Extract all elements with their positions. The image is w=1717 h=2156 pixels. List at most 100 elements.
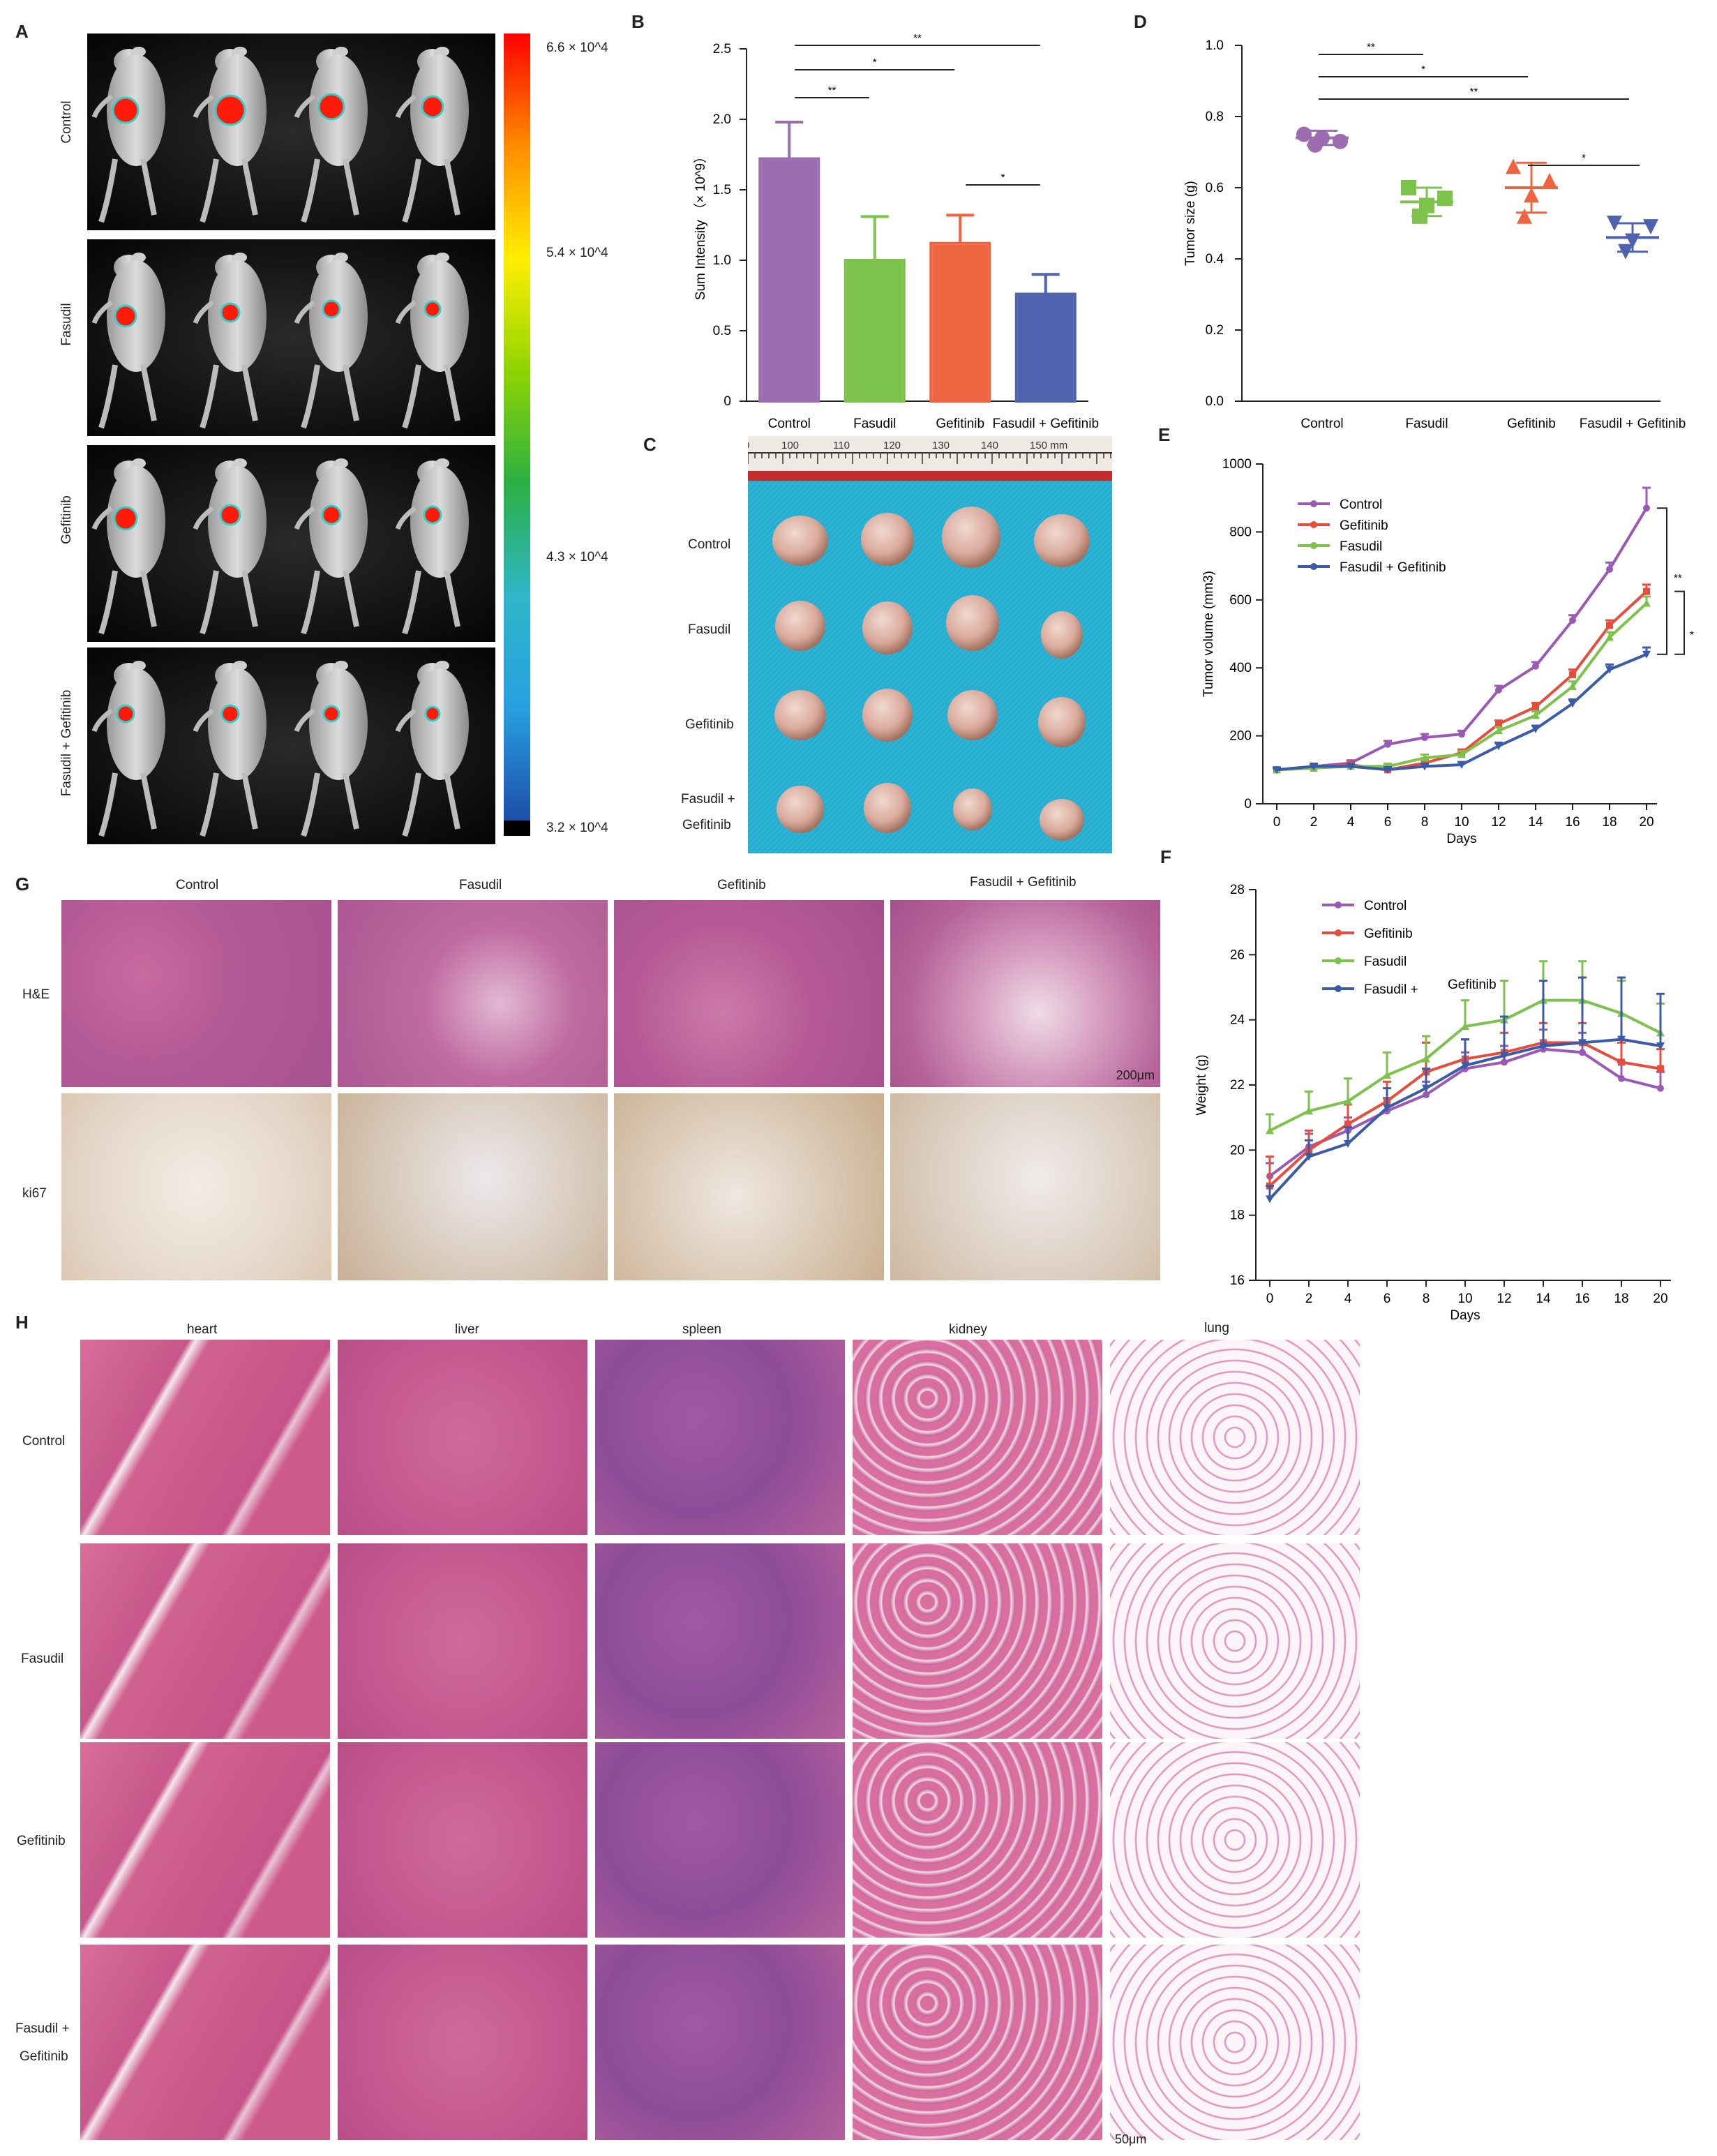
x-tick-label: 8 xyxy=(1421,815,1429,830)
data-point xyxy=(1643,219,1658,235)
data-point xyxy=(1420,763,1429,771)
y-tick-label: 0 xyxy=(1244,797,1252,811)
y-axis-label: Sum Intensity （× 10^9） xyxy=(693,150,708,300)
significance-marker: * xyxy=(873,57,877,68)
y-tick-label: 20 xyxy=(1230,1143,1245,1158)
x-tick-label: 8 xyxy=(1423,1292,1430,1306)
scale-bar-label: 200μm xyxy=(1116,1068,1155,1082)
panel-g-row-label: H&E xyxy=(22,987,50,1002)
chart-b-sum-intensity: 0 0.5 1.0 1.5 2.0 2.5 Sum Intensity （× 10^9） Co… xyxy=(693,32,1099,431)
y-tick-label: 0.8 xyxy=(1206,110,1224,124)
x-tick-label: 16 xyxy=(1575,1292,1589,1306)
legend-label: Fasudil xyxy=(1364,955,1407,969)
panel-h-row-label: Fasudil xyxy=(21,1652,64,1666)
data-point xyxy=(1344,1097,1352,1105)
legend-label: Fasudil + xyxy=(1364,982,1418,997)
he-spleen-row-2 xyxy=(595,1543,845,1739)
significance-marker: ** xyxy=(1470,86,1478,98)
data-point xyxy=(1307,137,1323,153)
data-point xyxy=(1500,1052,1508,1060)
panel-h-col-label: kidney xyxy=(949,1322,987,1337)
panel-label-a: A xyxy=(15,21,29,42)
data-point xyxy=(1606,622,1613,629)
x-tick-label: 0 xyxy=(1273,815,1281,830)
data-point xyxy=(1422,1054,1430,1063)
legend-label: Gefitinib xyxy=(1448,978,1497,992)
data-point xyxy=(1457,750,1466,758)
data-point xyxy=(1383,1104,1391,1112)
ruler-label: 110 xyxy=(833,440,850,451)
data-point xyxy=(1344,1121,1351,1128)
he-kidney-row-1 xyxy=(853,1340,1102,1535)
x-tick-label: 0 xyxy=(1266,1292,1274,1306)
data-point xyxy=(1542,172,1557,188)
data-point xyxy=(1643,587,1650,595)
data-point xyxy=(1579,1049,1586,1056)
data-point xyxy=(1605,666,1614,674)
data-point xyxy=(1347,763,1355,771)
colorbar-mid2-label: 4.3 × 10^4 xyxy=(546,550,608,564)
legend-marker xyxy=(1335,985,1342,992)
panel-c-row-label: Fasudil + xyxy=(681,792,735,807)
series-line xyxy=(1276,590,1648,772)
x-tick-label: 4 xyxy=(1347,815,1355,830)
data-point xyxy=(1568,700,1577,708)
data-point xyxy=(1401,180,1416,195)
data-point xyxy=(1657,1065,1664,1072)
data-point xyxy=(1578,1039,1587,1047)
panel-h-row-label: Gefitinib xyxy=(20,2049,68,2064)
y-axis-label: Tumor volume (mm3) xyxy=(1201,571,1216,697)
data-point xyxy=(1501,1058,1508,1066)
y-axis-label: Weight (g) xyxy=(1194,1054,1209,1115)
panel-g-col-label: Fasudil xyxy=(459,878,502,892)
ki67-gefitinib xyxy=(614,1093,884,1280)
panel-label-g: G xyxy=(15,874,30,894)
y-tick-label: 1.0 xyxy=(713,253,731,268)
y-tick-label: 1.5 xyxy=(713,183,731,197)
panel-a-row-label: Fasudil xyxy=(59,303,74,346)
significance-marker: * xyxy=(1582,152,1586,164)
data-point xyxy=(1422,1084,1430,1093)
data-point xyxy=(1524,187,1539,203)
significance-bracket xyxy=(1657,507,1667,655)
x-tick-label: Fasudil xyxy=(853,417,896,431)
panel-h-col-label: liver xyxy=(455,1322,479,1337)
data-point xyxy=(1305,1153,1313,1161)
colorbar-max-label: 6.6 × 10^4 xyxy=(546,40,608,55)
significance-marker: * xyxy=(1421,63,1425,75)
panel-h-row-label: Fasudil + xyxy=(15,2021,70,2036)
significance-marker: ** xyxy=(828,84,837,96)
significance-bracket xyxy=(1674,590,1685,655)
legend-marker xyxy=(1310,542,1317,549)
he-tumor-gefitinib xyxy=(614,900,884,1087)
he-kidney-row-2 xyxy=(853,1543,1102,1739)
ki67-combo xyxy=(890,1093,1160,1280)
legend-label: Fasudil xyxy=(1340,539,1382,554)
data-point xyxy=(1266,1126,1274,1135)
data-point xyxy=(1383,1071,1391,1079)
x-tick-label: Fasudil xyxy=(1405,417,1448,431)
panel-g-row-label: ki67 xyxy=(22,1186,47,1201)
he-kidney-row-3 xyxy=(853,1742,1102,1938)
he-heart-row-1 xyxy=(80,1340,330,1535)
y-tick-label: 200 xyxy=(1229,729,1252,744)
legend-marker xyxy=(1310,521,1317,528)
panel-g-col-label: Fasudil + Gefitinib xyxy=(970,875,1077,890)
x-tick-label: 6 xyxy=(1384,1292,1391,1306)
he-heart-row-4 xyxy=(80,1945,330,2140)
panel-a-row-label: Gefitinib xyxy=(59,495,74,544)
y-tick-label: 16 xyxy=(1230,1273,1245,1288)
y-tick-label: 0.2 xyxy=(1206,323,1224,338)
ki67-control xyxy=(61,1093,331,1280)
x-tick-label: Fasudil + Gefitinib xyxy=(1580,417,1686,431)
he-kidney-row-4 xyxy=(853,1945,1102,2140)
y-tick-label: 800 xyxy=(1229,525,1252,539)
data-point xyxy=(1506,158,1521,174)
data-point xyxy=(1568,682,1577,690)
data-point xyxy=(1569,671,1576,678)
y-tick-label: 26 xyxy=(1230,948,1245,962)
ruler-label: 120 xyxy=(883,440,901,451)
he-lung-row-2 xyxy=(1110,1543,1360,1739)
ruler-label: 130 xyxy=(932,440,950,451)
panel-g-col-label: Control xyxy=(176,878,219,892)
